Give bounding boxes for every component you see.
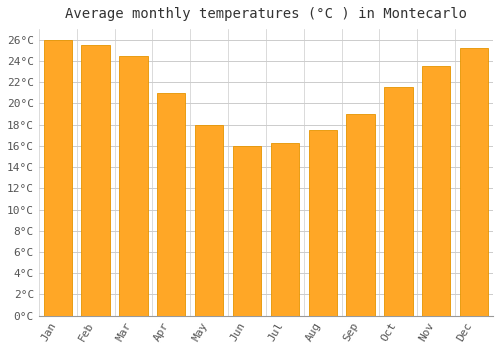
Bar xyxy=(308,130,337,316)
Bar xyxy=(233,146,261,316)
Bar xyxy=(460,48,488,316)
Title: Average monthly temperatures (°C ) in Montecarlo: Average monthly temperatures (°C ) in Mo… xyxy=(65,7,467,21)
Bar xyxy=(346,114,375,316)
Bar xyxy=(384,88,412,316)
Bar xyxy=(270,143,299,316)
Bar xyxy=(44,40,72,316)
Bar xyxy=(157,93,186,316)
Bar xyxy=(422,66,450,316)
Bar xyxy=(82,45,110,316)
Bar xyxy=(119,56,148,316)
Bar xyxy=(195,125,224,316)
